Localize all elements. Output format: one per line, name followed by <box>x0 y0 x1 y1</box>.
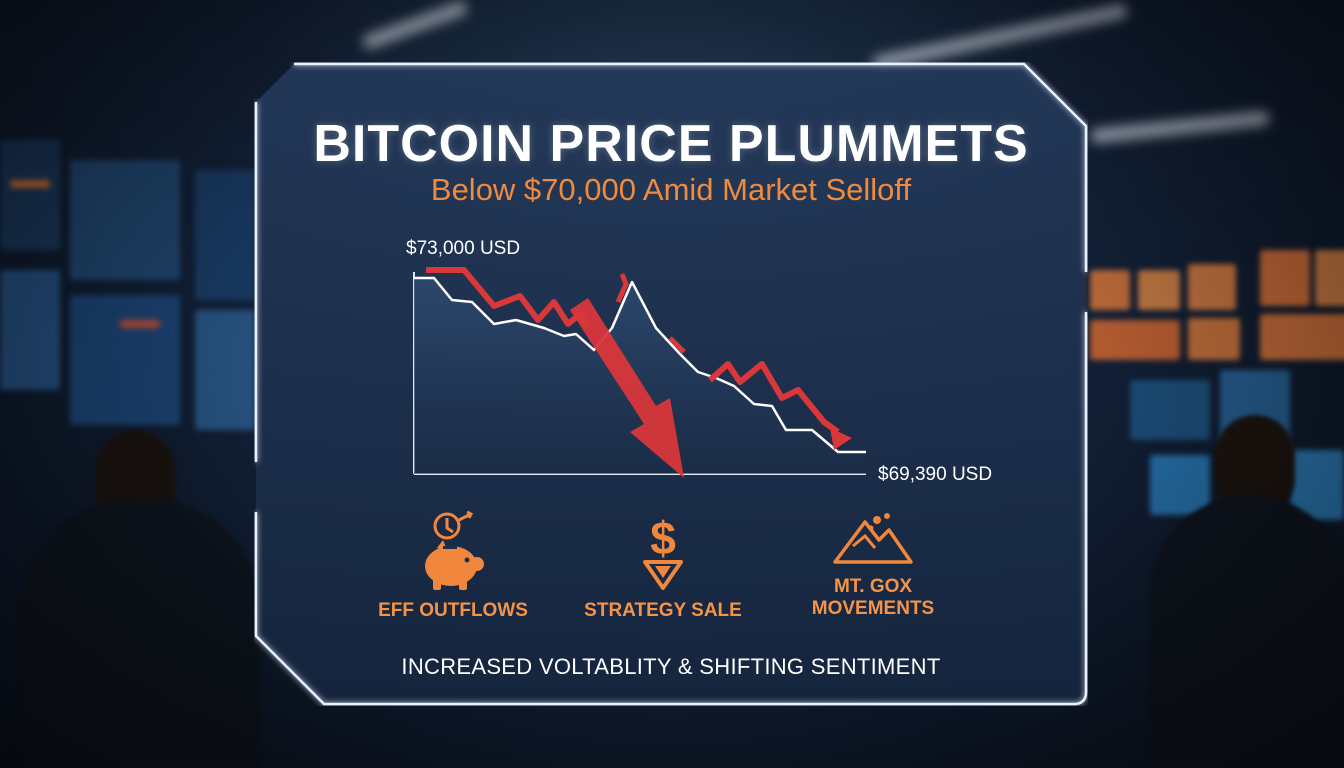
factor-etf-outflows: EFF OUTFLOWS <box>358 510 548 622</box>
factor-label: STRATEGY SALE <box>584 600 742 621</box>
dollar-down-arrow-icon: $ <box>643 512 683 590</box>
factor-mt-gox-movements: MT. GOX MOVEMENTS <box>778 510 968 620</box>
crash-arrow-icon <box>570 298 684 478</box>
tagline: INCREASED VOLTABLITY & SHIFTING SENTIMEN… <box>401 654 941 679</box>
headline-panel: BITCOIN PRICE PLUMMETS Below $70,000 Ami… <box>254 62 1088 706</box>
svg-text:$: $ <box>650 512 676 564</box>
piggy-bank-icon <box>425 510 484 590</box>
end-price-label: $69,390 USD <box>878 464 993 485</box>
red-trend-arrowhead <box>830 428 852 450</box>
price-chart <box>413 267 866 478</box>
start-price-label: $73,000 USD <box>406 238 521 259</box>
red-trend-line <box>708 361 840 435</box>
headline-title: BITCOIN PRICE PLUMMETS <box>313 115 1029 173</box>
red-trend-line <box>615 273 629 304</box>
factor-strategy-sale: $ STRATEGY SALE <box>568 510 758 622</box>
headline-subtitle: Below $70,000 Amid Market Selloff <box>430 172 912 207</box>
factor-label: MT. GOX MOVEMENTS <box>811 576 935 619</box>
factor-label: EFF OUTFLOWS <box>378 600 528 621</box>
red-trend-line <box>668 336 686 354</box>
price-area <box>414 278 866 474</box>
mountain-icon <box>833 513 913 564</box>
price-line <box>414 276 866 454</box>
